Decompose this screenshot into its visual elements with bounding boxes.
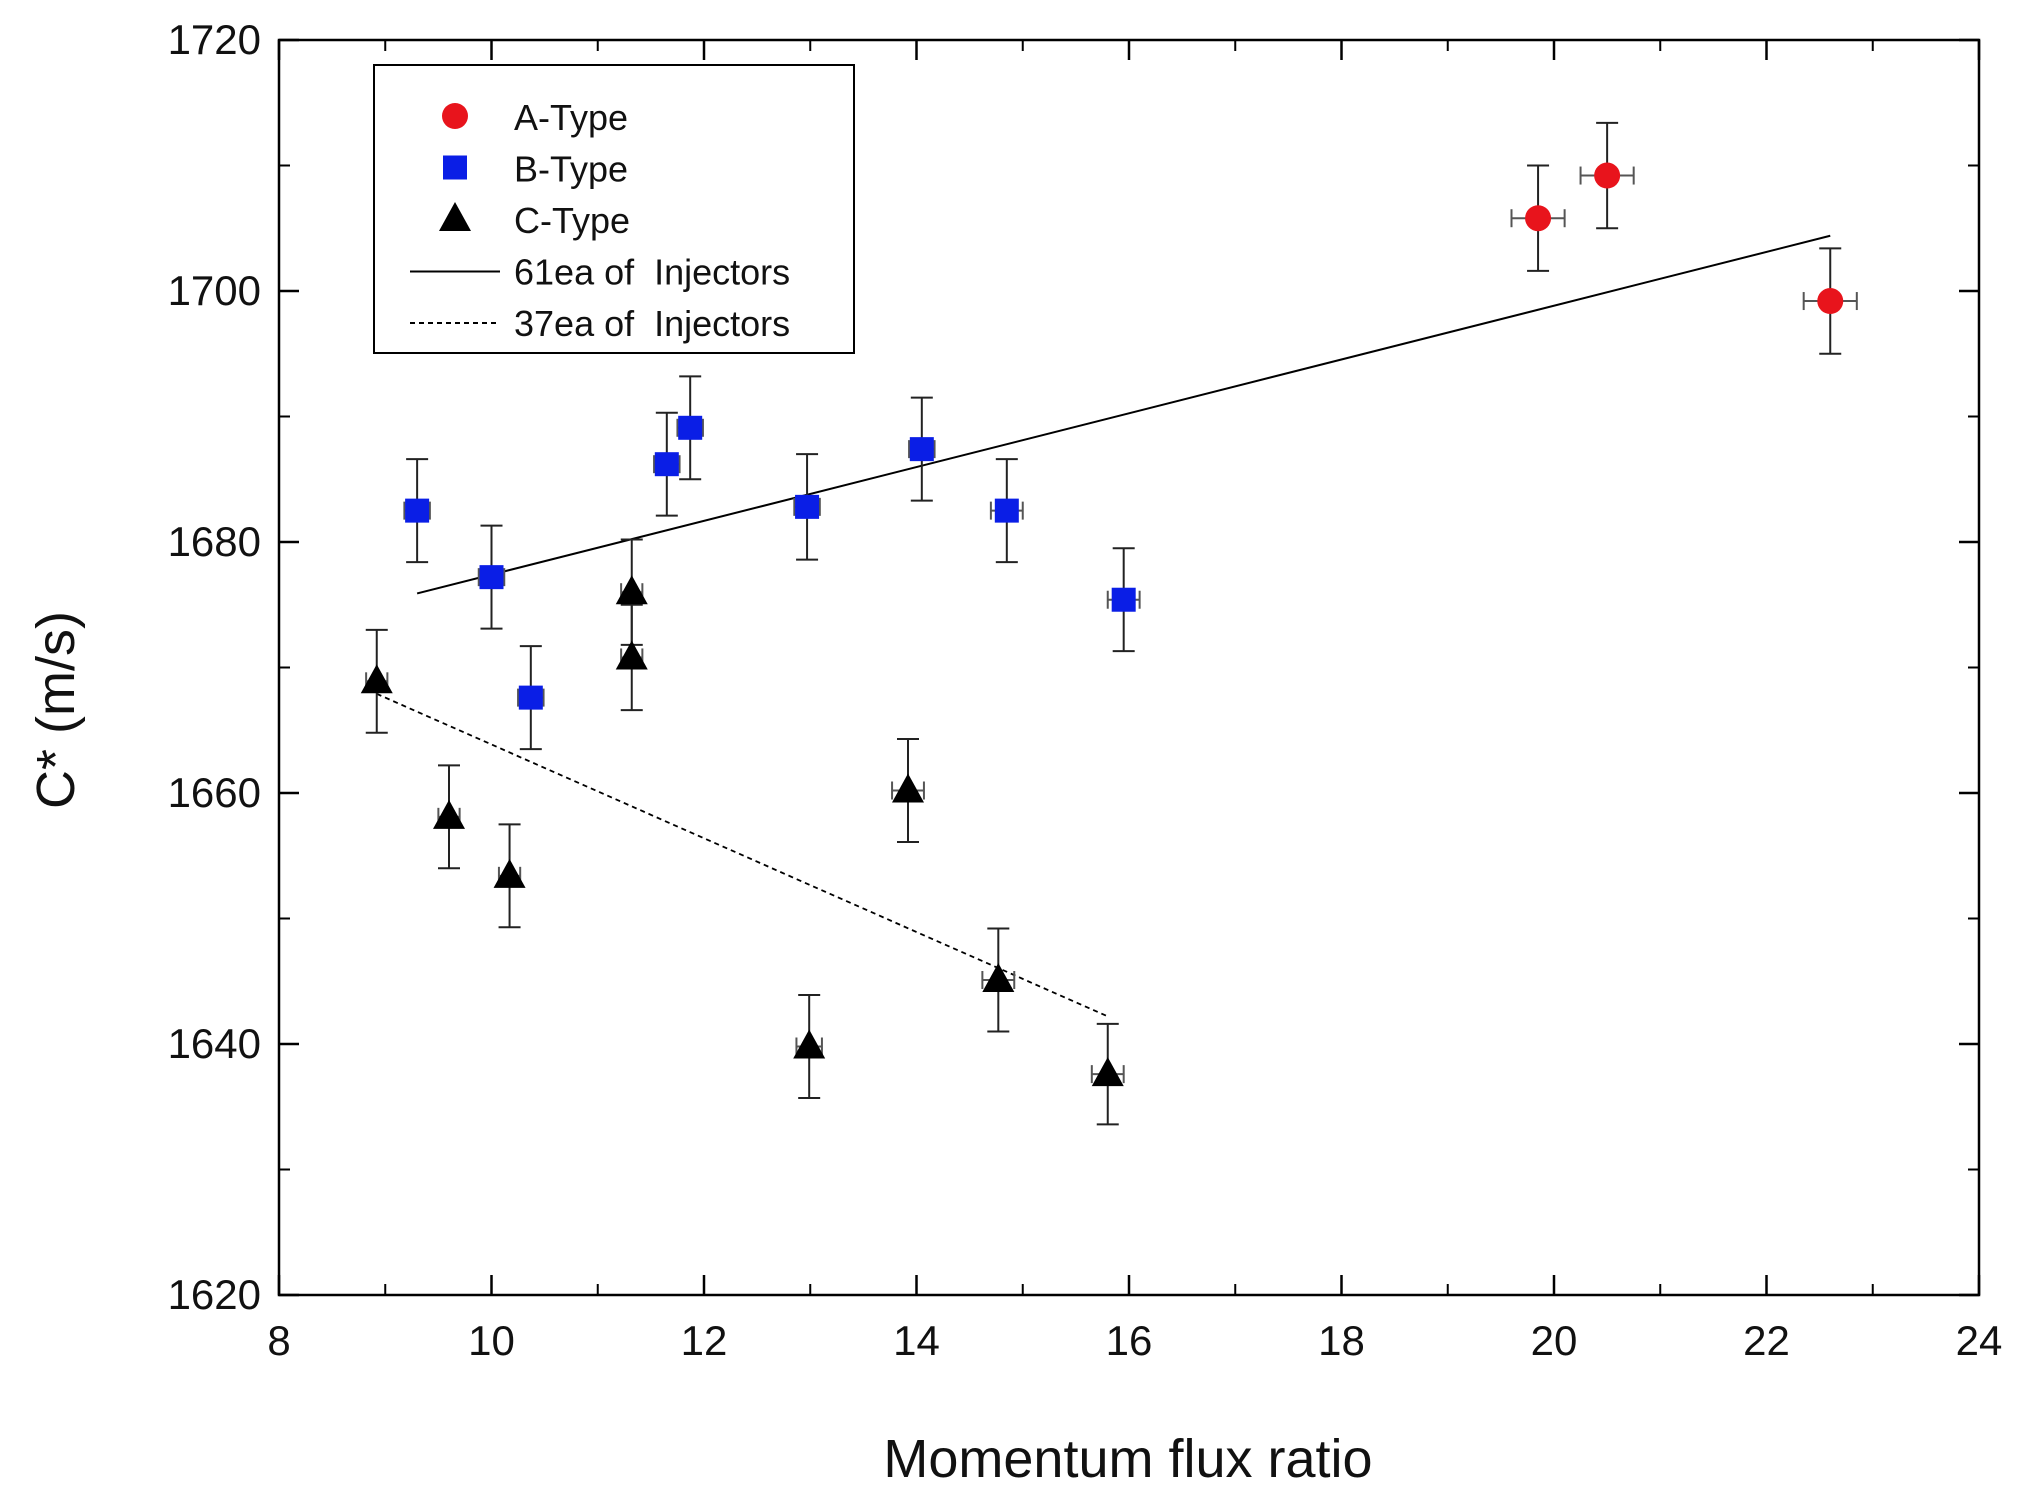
- legend-item-c-type: C-Type: [439, 200, 630, 241]
- y-tick-label: 1700: [168, 267, 261, 314]
- legend-label: C-Type: [514, 200, 630, 241]
- y-axis-title: C* (m/s): [26, 611, 86, 809]
- data-point-a-type: [1525, 205, 1552, 232]
- data-point-c-type: [615, 640, 648, 670]
- legend-marker-circle: [442, 103, 468, 129]
- x-tick-label: 10: [468, 1317, 515, 1364]
- fit-line-37ea: [376, 693, 1109, 1018]
- legend-marker-square: [443, 155, 467, 180]
- y-tick-label: 1680: [168, 518, 261, 565]
- x-tick-label: 22: [1743, 1317, 1790, 1364]
- legend-item-37ea-of-injectors: 37ea of Injectors: [410, 303, 790, 344]
- legend-label: A-Type: [514, 97, 628, 138]
- legend-item-61ea-of-injectors: 61ea of Injectors: [410, 252, 790, 293]
- data-point-c-type: [433, 799, 465, 829]
- x-axis-title: Momentum flux ratio: [883, 1429, 1372, 1489]
- legend-label: 37ea of Injectors: [514, 303, 790, 344]
- data-point-c-type: [793, 1029, 826, 1059]
- y-tick-label: 1660: [168, 769, 261, 816]
- data-point-c-type: [615, 575, 648, 605]
- data-point-b-type: [654, 452, 679, 477]
- data-point-b-type: [909, 437, 934, 462]
- data-point-c-type: [982, 962, 1015, 992]
- data-point-b-type: [994, 498, 1019, 523]
- data-point-a-type: [1817, 288, 1844, 315]
- data-point-c-type: [1091, 1057, 1124, 1087]
- x-tick-label: 8: [267, 1317, 290, 1364]
- y-tick-label: 1620: [168, 1271, 261, 1318]
- x-tick-label: 12: [681, 1317, 728, 1364]
- fit-lines-layer: [376, 234, 1831, 1018]
- legend: A-Type B-Type C-Type 61ea of Injectors 37ea …: [373, 64, 855, 354]
- y-tick-label: 1640: [168, 1020, 261, 1067]
- legend-label: B-Type: [514, 149, 628, 190]
- data-point-b-type: [479, 565, 504, 590]
- x-tick-label: 18: [1318, 1317, 1365, 1364]
- data-point-b-type: [1111, 587, 1136, 612]
- legend-marker-triangle: [439, 202, 471, 231]
- error-bar-c-type: [891, 738, 925, 843]
- legend-label: 61ea of Injectors: [514, 252, 790, 293]
- x-tick-label: 14: [893, 1317, 940, 1364]
- axes-layer: 8 10 12 14 16 18 20 22 24 1620 1640 1660 1680 1700 172…: [168, 16, 2003, 1364]
- y-tick-label: 1720: [168, 16, 261, 63]
- data-point-b-type: [518, 685, 543, 710]
- legend-item-b-type: B-Type: [443, 149, 628, 190]
- fit-line-61ea: [416, 234, 1831, 595]
- data-point-b-type: [405, 498, 430, 523]
- markers-layer: [360, 162, 1844, 1087]
- x-tick-label: 16: [1106, 1317, 1153, 1364]
- data-point-c-type: [360, 664, 393, 694]
- data-point-b-type: [678, 415, 703, 440]
- data-point-b-type: [795, 494, 820, 519]
- x-tick-label: 20: [1531, 1317, 1578, 1364]
- data-point-c-type: [493, 858, 526, 888]
- x-tick-label: 24: [1956, 1317, 2003, 1364]
- data-point-a-type: [1594, 162, 1621, 189]
- data-point-c-type: [892, 773, 924, 803]
- legend-item-a-type: A-Type: [442, 97, 628, 138]
